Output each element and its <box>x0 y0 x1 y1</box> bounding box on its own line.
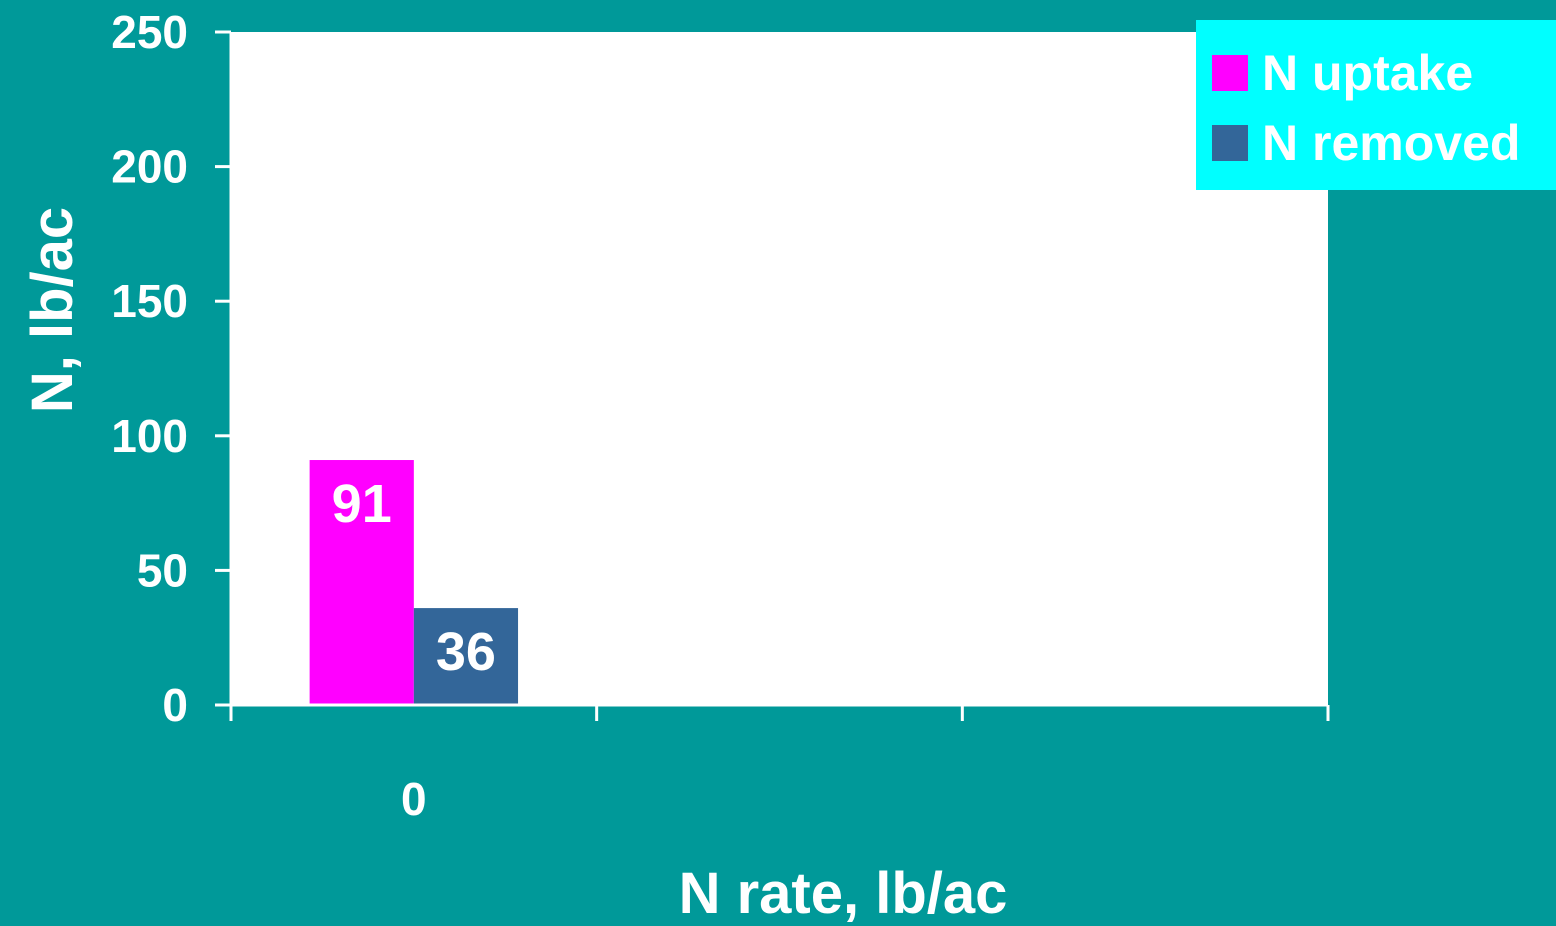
legend-swatch-n-removed <box>1212 125 1248 161</box>
legend-item-n-uptake: N uptake <box>1212 32 1556 114</box>
y-tick-label: 100 <box>111 410 188 462</box>
bar-n-uptake <box>309 460 414 705</box>
y-tick-label: 0 <box>162 679 188 731</box>
y-axis-title: N, lb/ac <box>20 207 85 413</box>
legend: N uptake N removed <box>1196 20 1556 190</box>
bar-n-removed <box>413 608 519 705</box>
legend-label-n-removed: N removed <box>1262 115 1521 171</box>
bars-group <box>309 460 519 705</box>
x-ticks-group: 0 <box>229 705 1330 825</box>
x-tick-label: 0 <box>401 773 427 825</box>
y-tick-label: 150 <box>111 275 188 327</box>
legend-label-n-uptake: N uptake <box>1262 45 1474 101</box>
bar-value-label: 36 <box>436 622 496 682</box>
axes-group <box>229 32 1328 707</box>
legend-swatch-n-uptake <box>1212 55 1248 91</box>
y-ticks-group: 0 50 100 150 200 250 <box>111 6 231 731</box>
bar-labels-group: 91 36 <box>332 474 496 682</box>
y-tick-label: 200 <box>111 141 188 193</box>
x-axis-title: N rate, lb/ac <box>679 861 1008 926</box>
bar-value-label: 91 <box>332 474 392 534</box>
legend-item-n-removed: N removed <box>1212 102 1556 184</box>
y-tick-label: 50 <box>137 544 188 596</box>
y-tick-label: 250 <box>111 6 188 58</box>
